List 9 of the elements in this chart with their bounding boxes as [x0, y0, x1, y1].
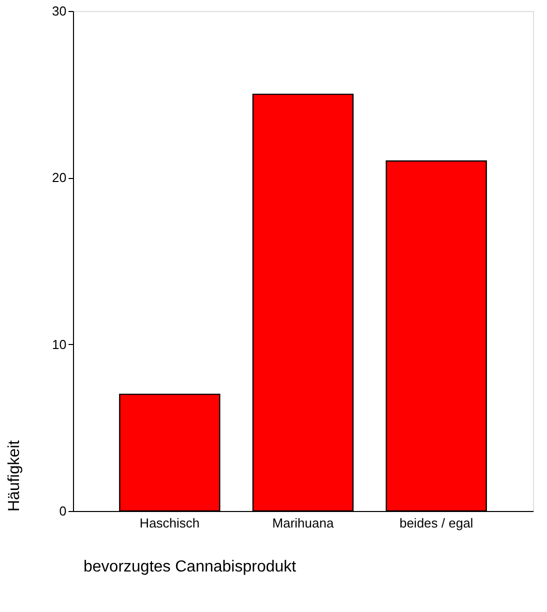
y-tick-label: 0: [59, 504, 66, 518]
y-tick-label: 20: [52, 170, 66, 186]
y-tick-label: 30: [52, 4, 66, 18]
x-axis-title: bevorzugtes Cannabisprodukt: [84, 558, 297, 576]
x-tick-label: Haschisch: [140, 516, 200, 530]
y-axis-title: Häufigkeit: [6, 440, 24, 512]
y-tick-label: 10: [52, 336, 66, 352]
x-tick-label: beides / egal: [399, 516, 474, 530]
x-tick-label: Marihuana: [272, 516, 334, 530]
